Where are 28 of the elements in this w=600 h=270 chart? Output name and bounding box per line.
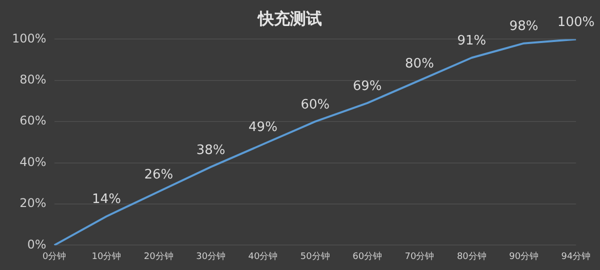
data-label: 49% [248, 120, 278, 136]
x-tick-label: 20分钟 [144, 250, 174, 262]
y-tick-label: 40% [20, 154, 46, 169]
y-tick-label: 60% [20, 114, 46, 128]
y-tick-label: 0% [27, 237, 46, 252]
data-label: 98% [509, 19, 538, 34]
data-label: 100% [557, 15, 595, 30]
data-label: 60% [300, 97, 330, 112]
y-tick-label: 20% [20, 196, 46, 210]
x-tick-label: 0分钟 [42, 250, 66, 262]
x-tick-label: 60分钟 [352, 250, 382, 262]
chart-title: 快充测试 [257, 8, 322, 28]
data-label: 80% [405, 56, 434, 72]
x-tick-label: 94分钟 [561, 250, 591, 262]
x-tick-label: 90分钟 [509, 250, 539, 262]
data-label: 38% [196, 142, 226, 158]
x-tick-label: 30分钟 [196, 250, 226, 262]
x-tick-label: 10分钟 [92, 250, 122, 262]
data-label: 26% [144, 168, 174, 183]
data-label: 69% [352, 78, 382, 94]
x-tick-label: 50分钟 [300, 250, 330, 262]
data-label: 91% [457, 34, 486, 49]
x-tick-label: 80分钟 [456, 250, 486, 262]
y-tick-label: 80% [20, 72, 46, 87]
data-label: 14% [92, 192, 121, 208]
x-tick-label: 40分钟 [248, 250, 278, 262]
y-tick-label: 100% [12, 31, 46, 46]
x-tick-label: 70分钟 [404, 250, 434, 262]
